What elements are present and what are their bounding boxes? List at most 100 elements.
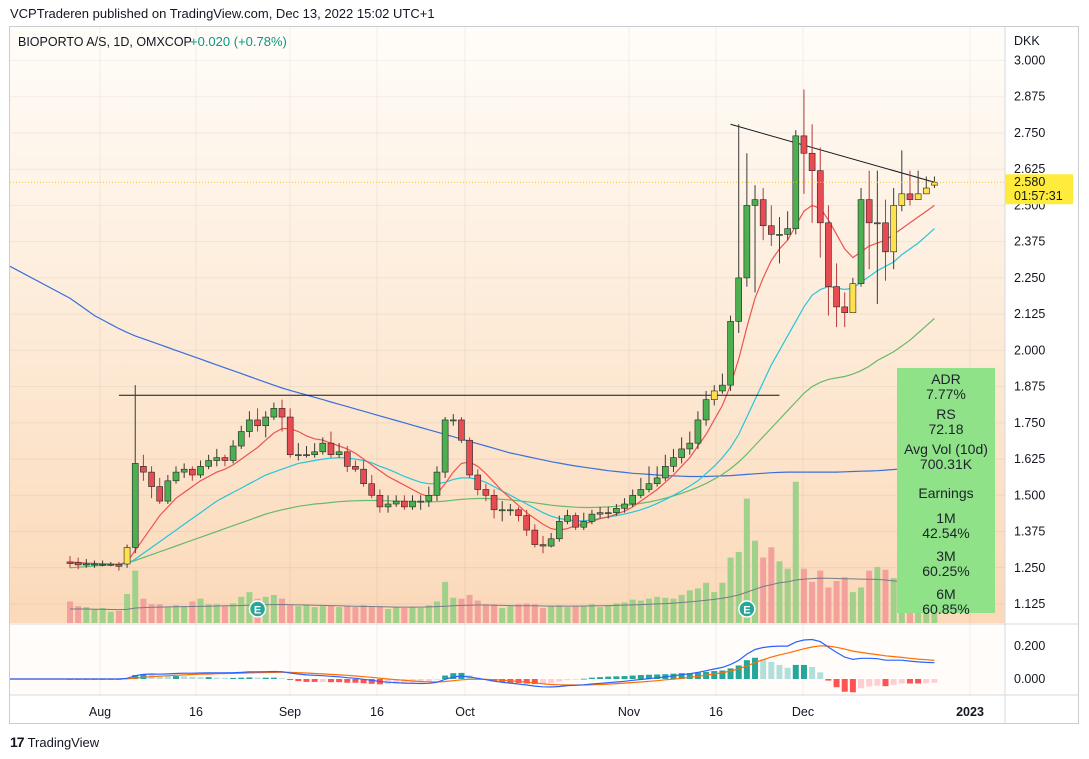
candle-body — [507, 509, 514, 512]
countdown-value: 01:57:31 — [1014, 189, 1063, 203]
candle-body — [417, 500, 424, 503]
volume-bar — [499, 608, 506, 623]
candle — [229, 440, 237, 464]
candle-body — [490, 494, 498, 511]
macd-histogram-bar — [654, 674, 661, 679]
volume-bar — [327, 605, 334, 623]
volume-bar — [107, 611, 114, 623]
volume-bar — [450, 597, 457, 623]
candle-body — [710, 390, 718, 400]
rs-value: 72.18 — [928, 421, 964, 437]
macd-histogram-bar — [385, 679, 392, 685]
candle — [580, 512, 588, 531]
candle — [768, 205, 775, 247]
price-tick-label: 1.375 — [1014, 525, 1045, 539]
candle — [482, 483, 490, 502]
candle-body — [482, 489, 490, 496]
candle — [751, 185, 759, 293]
candle-body — [531, 529, 539, 545]
macd-histogram-bar — [735, 665, 742, 679]
price-tick-label: 1.125 — [1014, 597, 1045, 611]
candle — [498, 501, 506, 522]
volume-bar — [572, 606, 579, 623]
candle — [286, 408, 294, 458]
candle-body — [555, 521, 563, 540]
candle-body — [784, 228, 791, 235]
candle — [710, 385, 718, 406]
volume-bar — [303, 605, 310, 623]
volume-bar — [466, 594, 473, 623]
macd-histogram-bar — [287, 679, 294, 681]
volume-bar — [662, 597, 669, 623]
volume-bar — [132, 570, 139, 623]
trend-line — [730, 123, 935, 183]
candle — [303, 446, 310, 458]
macd-histogram-bar — [564, 679, 571, 681]
volume-bar — [474, 600, 481, 623]
candle — [694, 411, 702, 449]
candle — [311, 443, 318, 458]
candle — [458, 417, 465, 444]
volume-bar — [849, 592, 856, 623]
candle — [237, 425, 245, 449]
volume-bar — [287, 605, 294, 623]
macd-histogram-bar — [866, 679, 873, 687]
macd-histogram-bar — [637, 675, 644, 679]
macd-histogram-bar — [442, 675, 449, 679]
macd-histogram-bar — [678, 673, 685, 679]
candle-body — [131, 463, 139, 548]
candle-body — [882, 222, 889, 253]
candle — [678, 437, 685, 464]
macd-histogram-bar — [890, 679, 897, 685]
macd-histogram-bar — [923, 679, 930, 684]
perf-6m-value: 60.85% — [922, 601, 970, 617]
volume-bar — [637, 600, 644, 623]
candle-body — [123, 547, 131, 565]
volume-bar — [319, 606, 326, 623]
volume-bar — [295, 606, 302, 623]
candle-body — [180, 468, 188, 473]
horizontal-gridlines — [10, 60, 1005, 605]
candle — [588, 509, 596, 525]
volume-bar — [189, 601, 196, 623]
macd-histogram-bar — [197, 677, 204, 679]
macd-histogram-bar — [156, 675, 163, 679]
candle — [295, 443, 302, 461]
volume-bar — [279, 598, 286, 623]
publisher-line: VCPTraderen published on TradingView.com… — [10, 6, 435, 21]
drawn-lines[interactable] — [118, 123, 935, 396]
candle-body — [474, 474, 482, 490]
volume-bar — [140, 598, 147, 623]
macd-histogram-bar — [279, 678, 286, 680]
footer[interactable]: 17 TradingView — [10, 734, 99, 750]
candle — [140, 454, 147, 481]
candle — [417, 495, 424, 510]
volume-bar — [874, 566, 881, 623]
candle — [433, 466, 441, 502]
macd-histogram-bar — [295, 679, 302, 682]
candle-body — [604, 512, 612, 514]
price-tick-label: 2.750 — [1014, 126, 1045, 140]
volume-bar — [221, 606, 228, 623]
macd-histogram-bar — [874, 679, 881, 686]
last-price-tag: 2.580 01:57:31 — [1005, 174, 1073, 205]
candle — [360, 460, 367, 487]
rs-label: RS — [936, 406, 956, 422]
adr-label: ADR — [931, 371, 961, 387]
time-tick-label: 2023 — [956, 705, 984, 719]
macd-histogram-bar — [303, 679, 310, 682]
candle — [74, 557, 82, 570]
price-tick-label: 1.250 — [1014, 561, 1045, 575]
candle — [425, 486, 433, 507]
avg-vol-label: Avg Vol (10d) — [904, 441, 988, 457]
volume-bar — [181, 606, 188, 623]
volume-bar — [409, 607, 416, 623]
candles[interactable] — [66, 89, 938, 571]
volume-bar — [800, 568, 807, 623]
macd-histogram-bar — [629, 675, 636, 679]
price-tick-label: 2.625 — [1014, 162, 1045, 176]
candle-body — [319, 442, 327, 453]
volume-bar — [548, 606, 555, 623]
